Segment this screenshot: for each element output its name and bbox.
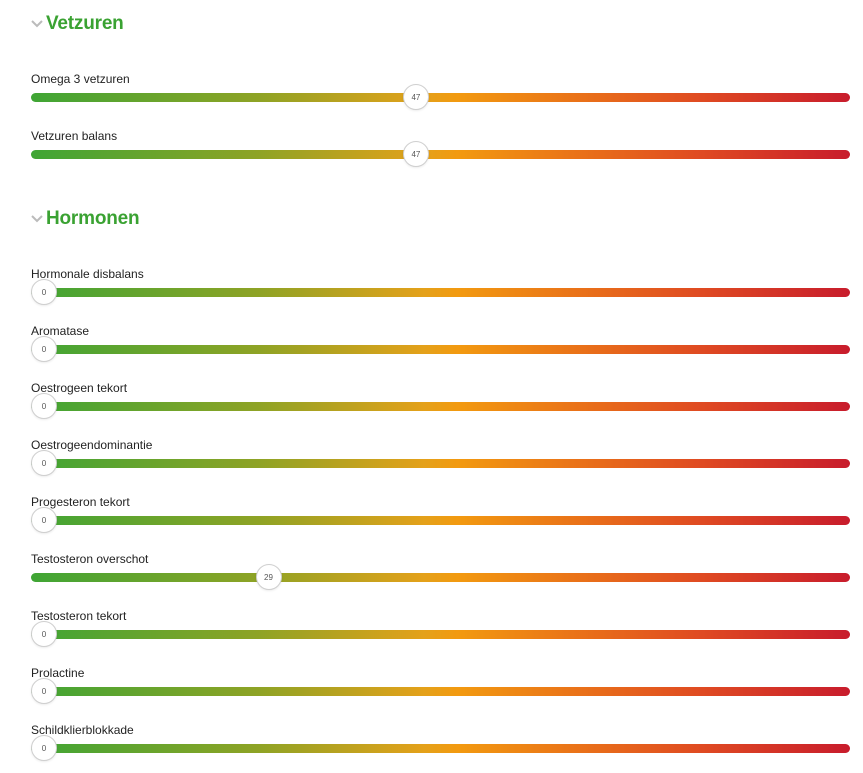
chevron-down-icon <box>31 18 43 30</box>
slider-label: Prolactine <box>31 666 85 680</box>
slider-track[interactable] <box>31 288 850 297</box>
section-title: Hormonen <box>46 208 140 229</box>
slider-track[interactable] <box>31 459 850 468</box>
slider-handle[interactable]: 0 <box>31 450 57 476</box>
slider-oestrogeen-tekort: Oestrogeen tekort 0 <box>31 381 850 431</box>
slider-label: Schildklierblokkade <box>31 723 134 737</box>
slider-label: Aromatase <box>31 324 90 338</box>
slider-label: Omega 3 vetzuren <box>31 72 130 86</box>
slider-prolactine: Prolactine 0 <box>31 666 850 716</box>
slider-testosteron-tekort: Testosteron tekort 0 <box>31 609 850 659</box>
slider-handle[interactable]: 0 <box>31 393 57 419</box>
slider-schildklierblokkade: Schildklierblokkade 0 <box>31 723 850 773</box>
slider-hormonale-disbalans: Hormonale disbalans 0 <box>31 267 850 317</box>
slider-track[interactable] <box>31 744 850 753</box>
slider-label: Testosteron overschot <box>31 552 149 566</box>
slider-progesteron-tekort: Progesteron tekort 0 <box>31 495 850 545</box>
section-title: Vetzuren <box>46 13 124 34</box>
slider-track[interactable] <box>31 687 850 696</box>
slider-label: Oestrogeen tekort <box>31 381 128 395</box>
slider-handle[interactable]: 29 <box>255 564 282 590</box>
slider-handle[interactable]: 0 <box>31 507 57 533</box>
slider-track[interactable] <box>31 573 850 582</box>
slider-testosteron-overschot: Testosteron overschot 29 <box>31 552 850 602</box>
slider-handle[interactable]: 47 <box>402 84 429 110</box>
slider-aromatase: Aromatase 0 <box>31 324 850 374</box>
slider-omega-3-vetzuren: Omega 3 vetzuren 47 <box>31 72 850 122</box>
slider-track[interactable] <box>31 345 850 354</box>
slider-label: Hormonale disbalans <box>31 267 144 281</box>
slider-handle[interactable]: 47 <box>402 141 429 167</box>
slider-handle[interactable]: 0 <box>31 735 57 761</box>
chevron-down-icon <box>31 213 43 225</box>
slider-label: Progesteron tekort <box>31 495 130 509</box>
section-header-hormonen[interactable]: Hormonen <box>31 205 140 233</box>
slider-handle[interactable]: 0 <box>31 279 57 305</box>
slider-vetzuren-balans: Vetzuren balans 47 <box>31 129 850 179</box>
slider-oestrogeendominantie: Oestrogeendominantie 0 <box>31 438 850 488</box>
section-header-vetzuren[interactable]: Vetzuren <box>31 10 124 38</box>
slider-label: Testosteron tekort <box>31 609 127 623</box>
slider-track[interactable] <box>31 402 850 411</box>
slider-handle[interactable]: 0 <box>31 336 57 362</box>
slider-track[interactable] <box>31 150 850 159</box>
slider-label: Vetzuren balans <box>31 129 118 143</box>
slider-track[interactable] <box>31 630 850 639</box>
slider-handle[interactable]: 0 <box>31 621 57 647</box>
slider-handle[interactable]: 0 <box>31 678 57 704</box>
slider-track[interactable] <box>31 516 850 525</box>
slider-track[interactable] <box>31 93 850 102</box>
slider-label: Oestrogeendominantie <box>31 438 153 452</box>
